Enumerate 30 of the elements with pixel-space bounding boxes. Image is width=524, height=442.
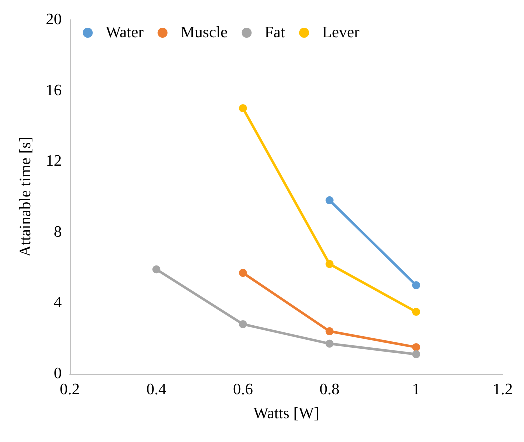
legend-label: Fat	[264, 24, 286, 42]
point	[326, 328, 334, 336]
x-tick-label: 0.4	[146, 382, 167, 398]
point	[239, 104, 248, 112]
point	[412, 282, 420, 290]
legend-label: Lever	[322, 24, 360, 42]
point	[152, 266, 161, 274]
x-tick-label: 0.8	[320, 382, 340, 398]
y-tick-label: 4	[54, 294, 62, 312]
y-tick-label: 8	[54, 224, 62, 241]
x-tick-label: 1.2	[493, 382, 513, 398]
x-tick-label: 1	[412, 382, 420, 398]
point	[326, 196, 334, 205]
legend-label: Muscle	[180, 24, 228, 42]
point	[412, 343, 420, 352]
point	[239, 269, 248, 278]
point	[239, 320, 248, 328]
y-axis-title: Attainable time [s]	[18, 137, 34, 257]
y-tick-label: 12	[46, 153, 62, 170]
x-tick-label: 0.6	[233, 382, 254, 398]
x-tick-label: 0.2	[60, 382, 80, 398]
point	[326, 340, 334, 348]
point	[412, 350, 420, 359]
y-tick-label: 0	[54, 366, 62, 382]
x-axis-title: Watts [W]	[254, 406, 320, 422]
y-tick-label: 16	[46, 82, 62, 100]
legend-label: Water	[106, 24, 144, 42]
y-tick-label: 20	[46, 12, 62, 28]
point	[412, 308, 420, 316]
point	[326, 260, 334, 268]
